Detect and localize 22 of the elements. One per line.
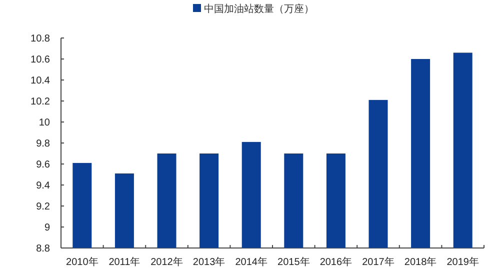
- y-tick-label: 10.4: [30, 76, 50, 86]
- x-tick-label: 2016年: [320, 256, 352, 268]
- x-tick-label: 2011年: [108, 256, 140, 268]
- y-tick-label: 10: [38, 118, 50, 128]
- y-tick-label: 9.6: [36, 160, 50, 170]
- y-tick-label: 10.6: [30, 54, 50, 66]
- y-tick-label: 9.8: [36, 138, 50, 150]
- y-tick-label: 8.8: [36, 244, 50, 254]
- y-tick-label: 10.2: [30, 96, 50, 108]
- y-tick-label: 10.8: [30, 34, 50, 44]
- x-tick-label: 2015年: [278, 256, 310, 268]
- x-tick-label: 2013年: [192, 256, 226, 268]
- x-tick-label: 2012年: [150, 256, 183, 268]
- x-tick-label: 2019年: [446, 256, 479, 268]
- x-tick-label: 2018年: [404, 256, 437, 268]
- x-tick-label: 2017年: [362, 256, 394, 268]
- x-tick-label: 2014年: [235, 256, 268, 268]
- y-tick-label: 9: [44, 222, 50, 234]
- legend-label: 中国加油站数量（万座）: [204, 3, 314, 15]
- x-tick-label: 2010年: [66, 256, 98, 268]
- y-tick-label: 9.2: [36, 202, 50, 212]
- y-tick-label: 9.4: [36, 180, 50, 192]
